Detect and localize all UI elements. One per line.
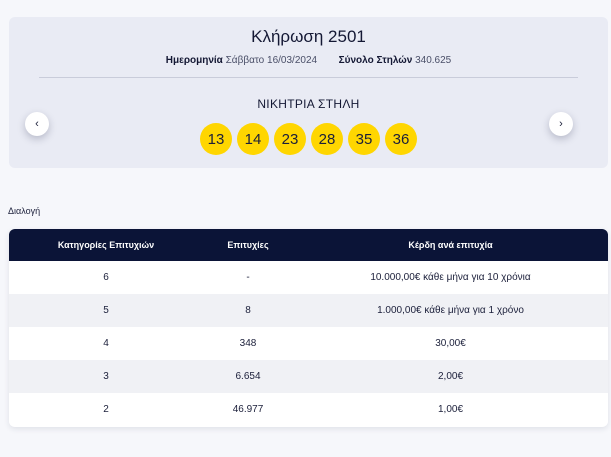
table-row: 2 46.977 1,00€ xyxy=(9,393,608,426)
prev-draw-button[interactable]: ‹ xyxy=(25,112,49,136)
winning-label: ΝΙΚΗΤΡΙΑ ΣΤΗΛΗ xyxy=(257,97,360,111)
cell-winners: 348 xyxy=(239,338,257,349)
cell-category: 2 xyxy=(103,404,109,415)
cell-prize: 10.000,00€ κάθε μήνα για 10 χρόνια xyxy=(370,272,531,283)
table-row: 6 - 10.000,00€ κάθε μήνα για 10 χρόνια xyxy=(9,261,608,294)
draw-meta: Ημερομηνία Σάββατο 16/03/2024 Σύνολο Στη… xyxy=(9,55,608,66)
draw-card: Κλήρωση 2501 Ημερομηνία Σάββατο 16/03/20… xyxy=(9,17,608,168)
results-table: Κατηγορίες Επιτυχιών Επιτυχίες Κέρδη ανά… xyxy=(9,229,608,427)
number-ball: 13 xyxy=(200,123,232,155)
winning-numbers: 13 14 23 28 35 36 xyxy=(9,123,608,155)
cell-category: 4 xyxy=(103,338,109,349)
chevron-left-icon: ‹ xyxy=(35,118,39,130)
table-header-row: Κατηγορίες Επιτυχιών Επιτυχίες Κέρδη ανά… xyxy=(9,229,608,261)
draw-title: Κλήρωση 2501 xyxy=(251,27,366,46)
cell-prize: 30,00€ xyxy=(435,338,466,349)
cell-category: 3 xyxy=(103,371,109,382)
cell-winners: 8 xyxy=(245,305,251,316)
cell-winners: - xyxy=(246,272,250,283)
header-category: Κατηγορίες Επιτυχιών xyxy=(57,240,155,250)
number-ball: 28 xyxy=(311,123,343,155)
header-prize: Κέρδη ανά επιτυχία xyxy=(408,240,493,250)
number-ball: 23 xyxy=(274,123,306,155)
cell-winners: 46.977 xyxy=(232,404,264,415)
table-row: 5 8 1.000,00€ κάθε μήνα για 1 χρόνο xyxy=(9,294,608,327)
columns-value: 340.625 xyxy=(415,55,452,66)
breadcrumb: Διαλογή xyxy=(8,206,41,216)
table-row: 3 6.654 2,00€ xyxy=(9,360,608,393)
date-label: Ημερομηνία xyxy=(165,55,223,66)
number-ball: 36 xyxy=(385,123,417,155)
table-row: 4 348 30,00€ xyxy=(9,327,608,360)
number-ball: 14 xyxy=(237,123,269,155)
cell-category: 5 xyxy=(103,305,109,316)
number-ball: 35 xyxy=(348,123,380,155)
divider xyxy=(39,77,578,78)
cell-category: 6 xyxy=(103,272,109,283)
header-winners: Επιτυχίες xyxy=(227,240,269,250)
columns-label: Σύνολο Στηλών xyxy=(338,55,413,66)
cell-prize: 1.000,00€ κάθε μήνα για 1 χρόνο xyxy=(377,305,524,316)
cell-winners: 6.654 xyxy=(235,371,261,382)
next-draw-button[interactable]: › xyxy=(549,112,573,136)
date-value: Σάββατο 16/03/2024 xyxy=(225,55,318,66)
cell-prize: 2,00€ xyxy=(437,371,464,382)
cell-prize: 1,00€ xyxy=(437,404,464,415)
chevron-right-icon: › xyxy=(559,118,563,130)
